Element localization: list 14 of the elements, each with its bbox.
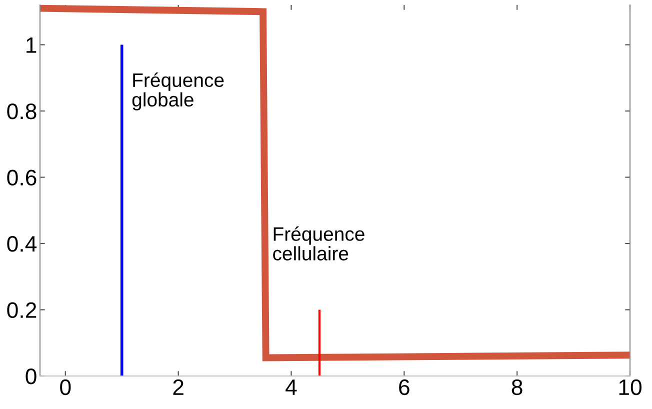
x-tick-label: 0	[60, 379, 71, 396]
x-tick-label: 6	[399, 379, 410, 396]
x-tick-label: 2	[173, 379, 184, 395]
x-tick-label: 8	[512, 379, 522, 396]
y-tick-label: 0.8	[7, 104, 36, 120]
y-tick-label: 0.6	[7, 170, 36, 186]
x-tick-label: 4	[286, 380, 297, 395]
y-tick-label: 0.2	[7, 302, 36, 318]
x-tick-label: 10	[619, 379, 642, 396]
annotation: Fréquence globale	[132, 72, 224, 110]
y-tick-label: 1	[26, 38, 36, 53]
y-tick-label: 0.4	[7, 236, 37, 252]
y-tick-label: 0	[26, 368, 36, 384]
annotation: Fréquence cellulaire	[273, 226, 364, 260]
